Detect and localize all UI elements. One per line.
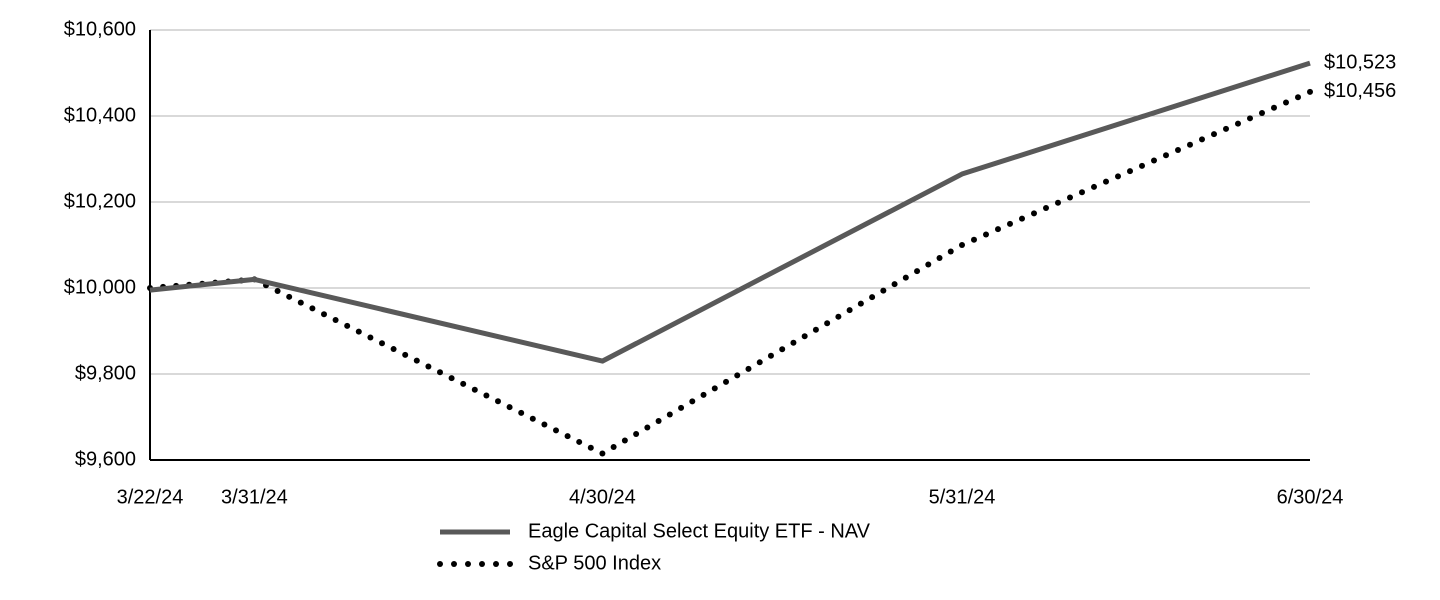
x-tick-label: 6/30/24: [1277, 487, 1344, 509]
legend-label-sp500: S&P 500 Index: [528, 552, 661, 574]
x-tick-label: 3/31/24: [221, 487, 288, 509]
legend-label-nav: Eagle Capital Select Equity ETF - NAV: [528, 520, 871, 542]
x-tick-label: 5/31/24: [929, 487, 996, 509]
y-tick-label: $10,200: [64, 190, 136, 212]
chart-svg: $9,600 $9,800 $10,000 $10,200 $10,400 $10,600…: [0, 0, 1440, 600]
x-tick-label: 4/30/24: [569, 487, 636, 509]
y-tick-label: $9,600: [75, 448, 136, 470]
series-end-label-nav: $10,523: [1324, 51, 1396, 73]
y-tick-label: $10,600: [64, 18, 136, 40]
y-tick-label: $10,000: [64, 276, 136, 298]
x-tick-label: 3/22/24: [117, 487, 184, 509]
y-tick-label: $9,800: [75, 362, 136, 384]
growth-chart: $9,600 $9,800 $10,000 $10,200 $10,400 $10,600…: [0, 0, 1440, 600]
y-tick-label: $10,400: [64, 104, 136, 126]
series-end-label-sp500: $10,456: [1324, 80, 1396, 102]
